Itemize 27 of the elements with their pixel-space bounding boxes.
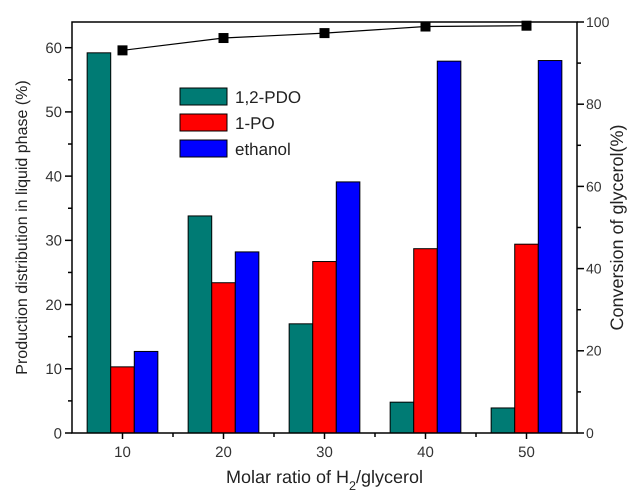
y2-tick-label: 40 [586, 260, 602, 276]
y2-tick-label: 80 [586, 96, 602, 112]
y2-tick-label: 20 [586, 342, 602, 359]
legend-label: 1-PO [235, 114, 275, 133]
y2-axis-title: Conversion of glycerol(%) [607, 124, 627, 331]
y-tick-label: 20 [45, 296, 62, 314]
x-tick-label: 50 [518, 444, 535, 461]
legend-label: 1,2-PDO [235, 88, 302, 107]
y-axis-title: Production distribution in liquid phase (%) [14, 80, 31, 375]
y-tick-label: 40 [45, 168, 62, 186]
y-tick-label: 60 [45, 40, 62, 57]
y2-tick-label: 0 [586, 424, 594, 441]
y2-tick-label: 100 [586, 14, 610, 30]
point [118, 45, 128, 56]
x-tick-label: 30 [316, 444, 333, 461]
x-tick-label: 40 [417, 444, 434, 461]
legend-label: ethanol [235, 140, 291, 159]
x-tick-label: 20 [215, 444, 232, 461]
y-tick-label: 30 [45, 232, 62, 250]
y-tick-label: 50 [45, 104, 62, 122]
point [320, 28, 330, 38]
point [218, 33, 228, 44]
y-tick-label: 10 [45, 361, 62, 378]
x-tick-label: 10 [114, 444, 131, 461]
x-axis-title: Molar ratio of H$_{2}$/glycerol [226, 467, 424, 493]
y-tick-label: 0 [54, 425, 62, 442]
y2-tick-label: 60 [586, 178, 602, 194]
